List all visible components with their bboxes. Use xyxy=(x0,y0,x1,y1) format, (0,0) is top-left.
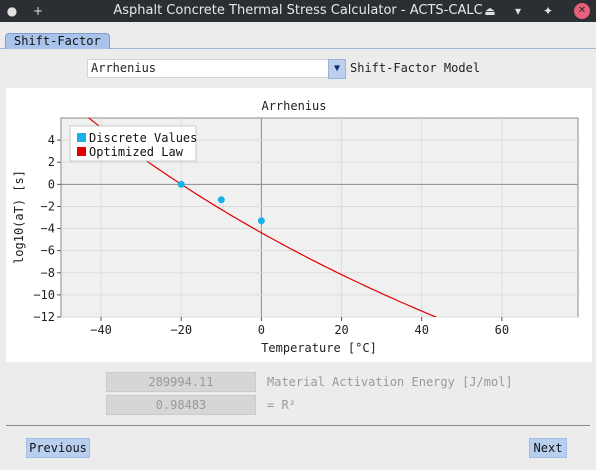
legend-label-discrete: Discrete Values xyxy=(89,131,197,145)
previous-button[interactable]: Previous xyxy=(26,438,90,458)
discrete-points xyxy=(177,180,265,225)
legend-swatch-discrete xyxy=(77,133,86,142)
keep-above-icon[interactable]: ⏏ xyxy=(484,4,496,18)
dropdown-arrow-icon[interactable]: ▼ xyxy=(328,59,346,79)
x-tick-label: 60 xyxy=(495,323,509,337)
pin-icon[interactable]: + xyxy=(32,4,44,18)
model-select-label: Shift-Factor Model xyxy=(350,61,481,75)
y-tick-label: −12 xyxy=(33,310,55,324)
discrete-point xyxy=(257,217,265,225)
legend: Discrete Values Optimized Law xyxy=(69,125,197,162)
tab-bar: Shift-Factor xyxy=(0,22,596,49)
y-tick-label: −4 xyxy=(41,222,55,236)
next-button[interactable]: Next xyxy=(529,438,567,458)
discrete-point xyxy=(217,196,225,204)
y-axis-label: log10(aT) [s] xyxy=(12,170,26,264)
discrete-point xyxy=(177,180,185,188)
x-tick-label: 20 xyxy=(334,323,348,337)
x-tick-label: −20 xyxy=(170,323,192,337)
y-tick-label: −2 xyxy=(41,199,55,213)
y-tick-label: −10 xyxy=(33,288,55,302)
legend-swatch-optimized xyxy=(77,147,86,156)
window-title: Asphalt Concrete Thermal Stress Calculat… xyxy=(113,3,483,18)
maximize-icon[interactable]: ✦ xyxy=(542,4,554,18)
x-axis-label: Temperature [°C] xyxy=(261,341,377,355)
y-tick-label: 2 xyxy=(48,155,55,169)
activation-energy-field: 289994.11 xyxy=(106,372,256,392)
y-tick-label: −8 xyxy=(41,266,55,280)
r-squared-field: 0.98483 xyxy=(106,395,256,415)
y-tick-label: −6 xyxy=(41,244,55,258)
y-tick-label: 4 xyxy=(48,133,55,147)
minimize-icon[interactable]: ▾ xyxy=(514,4,522,18)
title-bar: ● + Asphalt Concrete Thermal Stress Calc… xyxy=(0,0,596,22)
close-icon[interactable]: ✕ xyxy=(574,3,590,19)
tab-shift-factor[interactable]: Shift-Factor xyxy=(5,33,110,49)
legend-label-optimized: Optimized Law xyxy=(89,145,184,159)
model-select-value: Arrhenius xyxy=(91,61,157,75)
y-tick-label: 0 xyxy=(48,177,55,191)
app-icon[interactable]: ● xyxy=(6,4,18,18)
model-select[interactable]: Arrhenius xyxy=(87,59,329,78)
x-tick-label: 40 xyxy=(414,323,428,337)
x-tick-label: −40 xyxy=(90,323,112,337)
chart-title: Arrhenius xyxy=(261,99,326,113)
activation-energy-label: Material Activation Energy [J/mol] xyxy=(267,375,513,389)
legend-box xyxy=(69,125,197,162)
r-squared-label: = R² xyxy=(267,398,296,412)
chart-panel: Arrhenius −40 −20 0 20 40 60 4 2 0 −2 −4 −6 −8 −10 −12… xyxy=(6,88,592,362)
chart: Arrhenius −40 −20 0 20 40 60420−2−4−6−8−10−12… xyxy=(12,99,579,355)
x-tick-label: 0 xyxy=(258,323,265,337)
separator xyxy=(6,425,590,426)
